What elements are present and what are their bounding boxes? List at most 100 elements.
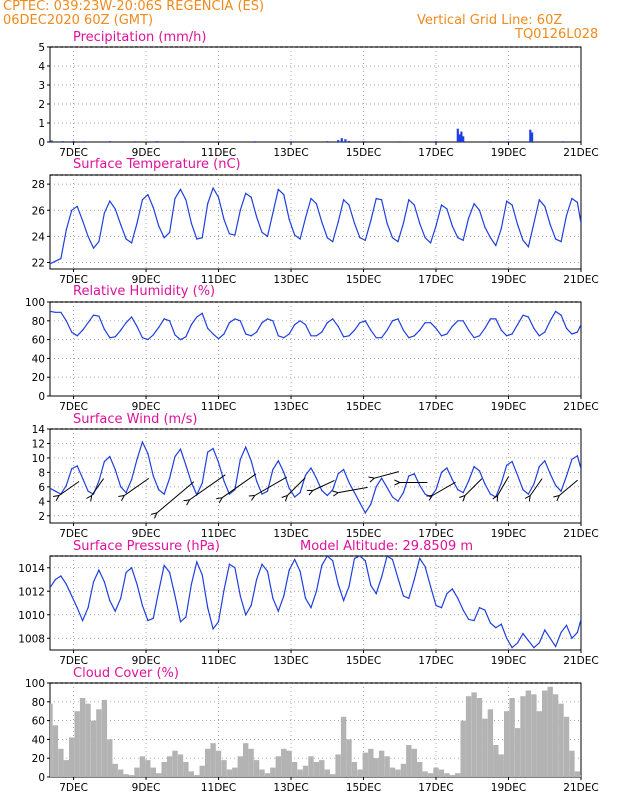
panel-temp: 7DEC 9DEC 11DEC 13DEC 15DEC 17DEC 19DEC 21DEC 22… xyxy=(32,157,599,286)
data-point xyxy=(315,590,317,592)
panel-frame xyxy=(49,46,582,143)
data-point xyxy=(71,331,73,333)
data-point xyxy=(239,320,241,322)
header-station: CPTEC: 039:23W-20:06S REGENCIA (ES) xyxy=(3,0,265,14)
data-point xyxy=(484,226,486,228)
cloud-bar xyxy=(449,775,455,777)
data-point xyxy=(370,584,372,587)
precip-bar xyxy=(289,141,293,142)
data-point xyxy=(571,333,573,335)
y-tick-label: 80 xyxy=(32,316,45,328)
data-point xyxy=(120,597,122,599)
data-point xyxy=(163,493,165,495)
data-point xyxy=(337,473,339,475)
data-point xyxy=(147,194,149,196)
data-point xyxy=(386,556,388,557)
data-point xyxy=(478,209,481,211)
data-point xyxy=(185,464,187,466)
data-point xyxy=(478,335,481,337)
wind-arrow-head xyxy=(120,495,125,502)
wind-arrow xyxy=(426,481,456,501)
data-point xyxy=(131,316,133,318)
data-point xyxy=(272,468,274,471)
x-tick-label: 13DEC xyxy=(273,274,308,286)
data-point xyxy=(125,322,127,324)
cloud-bar xyxy=(384,756,390,777)
data-point xyxy=(114,208,116,210)
y-tick-label: 60 xyxy=(32,716,45,728)
precip-bar xyxy=(347,140,351,142)
data-point xyxy=(152,475,154,477)
data-point xyxy=(571,637,573,639)
x-tick-label: 13DEC xyxy=(273,782,308,794)
data-point xyxy=(576,455,579,457)
data-point xyxy=(522,633,524,635)
precip-bar xyxy=(337,140,340,142)
data-point xyxy=(125,492,127,494)
data-point xyxy=(71,595,73,597)
wind-arrow-head xyxy=(118,495,125,497)
wind-arrow-head xyxy=(154,512,158,519)
data-point xyxy=(321,331,323,333)
x-tick-label: 13DEC xyxy=(273,528,308,540)
cloud-bar xyxy=(221,760,227,777)
y-tick-label: 5 xyxy=(38,42,45,54)
data-point xyxy=(294,496,296,498)
data-point xyxy=(50,263,51,265)
cloud-bar xyxy=(476,698,483,777)
cloud-bar xyxy=(79,698,86,777)
x-tick-label: 21DEC xyxy=(563,147,598,159)
data-point xyxy=(533,483,535,485)
data-point xyxy=(141,337,143,339)
data-point xyxy=(109,337,111,339)
wind-arrow-head xyxy=(250,495,256,501)
x-tick-label: 15DEC xyxy=(346,528,381,540)
data-point xyxy=(147,339,149,341)
data-point xyxy=(304,597,307,599)
data-point xyxy=(424,322,426,324)
data-point xyxy=(103,328,105,330)
cloud-bar xyxy=(536,711,542,777)
data-point xyxy=(500,329,502,331)
precip-bar xyxy=(61,141,64,142)
data-point xyxy=(413,473,415,475)
wind-arrow-shaft xyxy=(529,478,543,496)
data-point xyxy=(506,464,508,466)
data-point xyxy=(321,489,323,492)
x-tick-label: 13DEC xyxy=(273,401,308,413)
data-point xyxy=(391,496,394,498)
data-point xyxy=(522,489,524,491)
data-point xyxy=(337,325,339,327)
x-tick-label: 19DEC xyxy=(491,528,526,540)
cloud-bar xyxy=(52,725,59,777)
wind-arrow-shaft xyxy=(374,471,399,479)
data-point xyxy=(169,231,171,233)
data-point xyxy=(92,581,95,583)
data-point xyxy=(114,336,116,338)
data-point xyxy=(294,558,296,561)
data-point xyxy=(163,564,165,567)
data-point xyxy=(228,493,230,495)
cloud-bar xyxy=(427,773,434,777)
data-point xyxy=(511,460,513,463)
data-point xyxy=(315,477,317,479)
x-tick-label: 21DEC xyxy=(563,655,598,667)
data-point xyxy=(179,621,182,623)
data-point xyxy=(364,512,366,514)
data-point xyxy=(54,578,57,581)
wind-arrow-head xyxy=(186,499,190,506)
y-tick-label: 4 xyxy=(38,496,45,508)
data-point xyxy=(190,481,192,484)
data-point xyxy=(310,197,312,200)
data-point xyxy=(332,489,334,491)
wind-arrow-shaft xyxy=(497,476,510,496)
data-point xyxy=(54,490,57,492)
data-point xyxy=(381,337,383,339)
data-point xyxy=(169,571,171,574)
cloud-bar xyxy=(351,762,358,777)
data-point xyxy=(555,310,557,312)
data-point xyxy=(424,237,426,239)
data-point xyxy=(462,609,464,611)
data-point xyxy=(266,570,269,572)
y-tick-label: 1 xyxy=(38,118,45,130)
